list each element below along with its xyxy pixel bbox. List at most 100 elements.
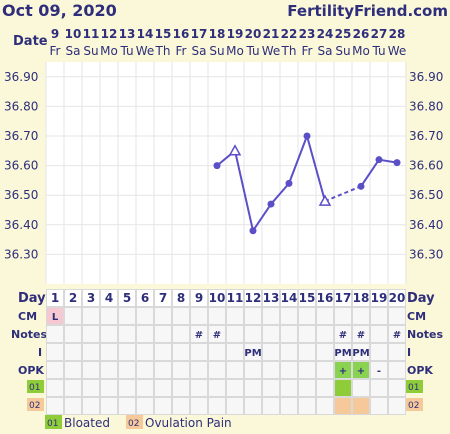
y-tick-label-left: 36.30: [4, 247, 38, 261]
grid-cell-day: [190, 289, 208, 307]
grid-cell-day: [136, 289, 154, 307]
grid-cell-code2: [64, 397, 82, 415]
grid-text-i: PM: [352, 348, 369, 359]
grid-cell-cm: [370, 307, 388, 325]
grid-cell-code1: [244, 379, 262, 397]
date-label: 25: [335, 27, 352, 41]
code1-swatch-left: [27, 380, 44, 393]
grid-cell-opk: [136, 361, 154, 379]
grid-cell-cm: [298, 307, 316, 325]
weekday-label: Tu: [371, 44, 385, 58]
grid-cell-i: [172, 343, 190, 361]
grid-cell-day: [172, 289, 190, 307]
date-label: 13: [119, 27, 136, 41]
grid-text-notes: #: [357, 330, 365, 341]
temperature-point: [375, 156, 383, 164]
y-tick-label-left: 36.80: [4, 99, 38, 113]
grid-text-day: 17: [335, 291, 352, 305]
grid-cell-day: [118, 289, 136, 307]
grid-cell-code2: [118, 397, 136, 415]
grid-cell-i: [244, 343, 262, 361]
grid-cell-code1: [100, 379, 118, 397]
weekday-label: We: [388, 44, 407, 58]
date-label: 26: [353, 27, 370, 41]
series-segment: [252, 203, 272, 232]
grid-text-day: 18: [353, 291, 370, 305]
grid-cell-code1: [298, 379, 316, 397]
grid-cell-i: [226, 343, 244, 361]
grid-text-day: 1: [51, 291, 59, 305]
grid-text-day: 5: [123, 291, 131, 305]
opk-row-label-right: OPK: [407, 364, 433, 377]
temperature-point-open: [228, 144, 242, 156]
legend-swatch-ovulation-pain: [126, 415, 143, 429]
grid-cell-i: [136, 343, 154, 361]
temperature-series: [213, 132, 401, 235]
grid-cell-code2: [370, 397, 388, 415]
grid-cell-notes: [388, 325, 406, 343]
grid-text-notes: #: [339, 330, 347, 341]
grid-cell-code2: [100, 397, 118, 415]
grid-cell-code2: [316, 397, 334, 415]
date-label: 28: [389, 27, 406, 41]
grid-cell-day: [64, 289, 82, 307]
weekday-label: Th: [281, 44, 297, 58]
grid-cell-notes: [46, 325, 64, 343]
grid-text-opk: -: [377, 366, 381, 377]
plot-grid: [45, 62, 407, 284]
grid-cell-i: [370, 343, 388, 361]
grid-cell-code1: [208, 379, 226, 397]
grid-cell-notes: [316, 325, 334, 343]
grid-cell-opk: [316, 361, 334, 379]
grid-cell-i: [316, 343, 334, 361]
grid-cell-opk: [100, 361, 118, 379]
y-tick-label-left: 36.70: [4, 129, 38, 143]
grid-text-notes: #: [393, 330, 401, 341]
grid-cell-code1: [190, 379, 208, 397]
cm-row-label-left: CM: [18, 310, 37, 323]
grid-cell-cm: [388, 307, 406, 325]
chart-date-title: Oct 09, 2020: [2, 1, 117, 20]
grid-cell-opk: [64, 361, 82, 379]
grid-cell-code1: [316, 379, 334, 397]
grid-cell-opk: [334, 361, 352, 379]
grid-cell-code2: [190, 397, 208, 415]
y-tick-label-right: 36.40: [409, 218, 443, 232]
grid-cell-cm: [262, 307, 280, 325]
grid-cell-i: [46, 343, 64, 361]
code1-label-left: 01: [29, 383, 40, 393]
grid-cell-opk: [262, 361, 280, 379]
grid-cell-cm: [46, 307, 64, 325]
grid-cell-notes: [118, 325, 136, 343]
grid-text-day: 2: [69, 291, 77, 305]
grid-cell-day: [298, 289, 316, 307]
grid-cell-notes: [298, 325, 316, 343]
grid-text-day: 13: [263, 291, 280, 305]
date-label: 20: [245, 27, 262, 41]
grid-cell-opk: [118, 361, 136, 379]
grid-text-day: 12: [245, 291, 262, 305]
grid-cell-code1: [118, 379, 136, 397]
grid-cell-code2: [388, 397, 406, 415]
grid-cell-code1: [262, 379, 280, 397]
date-label: 23: [299, 27, 316, 41]
legend-label-bloated: Bloated: [64, 416, 110, 430]
grid-cell-cm: [208, 307, 226, 325]
date-label: 27: [371, 27, 388, 41]
grid-text-day: 3: [87, 291, 95, 305]
grid-cell-code2: [154, 397, 172, 415]
grid-cell-opk: [190, 361, 208, 379]
grid-cell-notes: [370, 325, 388, 343]
grid-cell-notes: [226, 325, 244, 343]
grid-cell-notes: [82, 325, 100, 343]
grid-cell-day: [280, 289, 298, 307]
legend-code-ovulation-pain: 02: [128, 419, 139, 429]
grid-cell-cm: [316, 307, 334, 325]
grid-text-day: 16: [317, 291, 334, 305]
grid-text-i: PM: [244, 348, 261, 359]
grid-cell-opk: [280, 361, 298, 379]
weekday-label: Sa: [192, 44, 207, 58]
grid-cell-opk: [172, 361, 190, 379]
grid-cell-i: [280, 343, 298, 361]
